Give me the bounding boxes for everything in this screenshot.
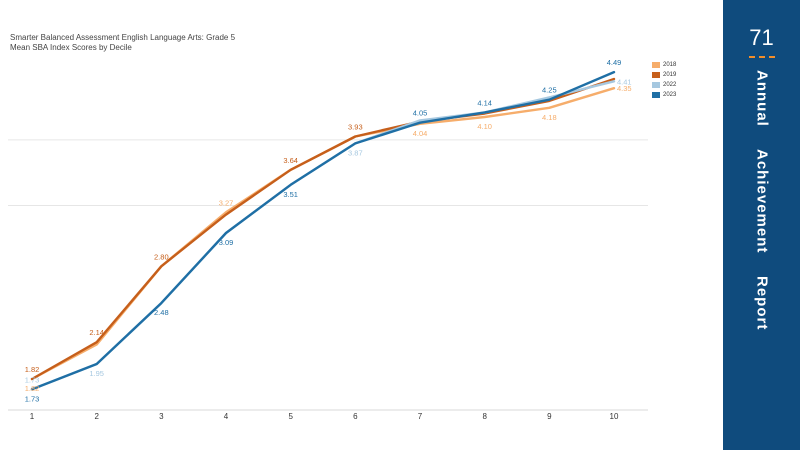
data-label: 4.49 — [607, 58, 622, 67]
legend-label: 2023 — [663, 92, 677, 98]
data-label: 3.87 — [348, 148, 363, 157]
data-label: 1.73 — [25, 394, 40, 403]
legend-item: 2023 — [652, 90, 676, 100]
x-tick-label: 6 — [353, 412, 358, 421]
legend-swatch — [652, 72, 660, 78]
data-label: 4.25 — [542, 86, 557, 95]
legend-label: 2018 — [663, 62, 677, 68]
x-tick-label: 4 — [224, 412, 229, 421]
data-label: 1.82 — [25, 384, 40, 393]
report-title-word: Report — [753, 275, 771, 330]
data-label: 4.18 — [542, 113, 557, 122]
data-label: 4.05 — [413, 109, 428, 118]
x-tick-label: 7 — [418, 412, 423, 421]
data-label: 1.73 — [25, 375, 40, 384]
x-tick-label: 10 — [610, 412, 619, 421]
data-label: 3.27 — [219, 198, 234, 207]
data-label: 3.09 — [219, 238, 234, 247]
legend-swatch — [652, 62, 660, 68]
series-line — [30, 77, 616, 381]
chart-title: Smarter Balanced Assessment English Lang… — [10, 33, 236, 42]
data-label: 3.93 — [348, 122, 363, 131]
chart-title-block: Smarter Balanced Assessment English Lang… — [10, 33, 235, 53]
legend-item: 2018 — [652, 60, 676, 70]
report-title-word: Achievement — [753, 149, 771, 254]
data-label: 3.64 — [283, 156, 298, 165]
x-tick-label: 3 — [159, 412, 164, 421]
side-panel: 71 Annual Achievement Report — [723, 0, 800, 450]
x-tick-label: 5 — [288, 412, 293, 421]
legend-swatch — [652, 82, 660, 88]
data-label: 4.41 — [617, 77, 632, 86]
data-label: 1.95 — [89, 369, 104, 378]
data-label: 4.14 — [477, 98, 492, 107]
chart-subtitle: Mean SBA Index Scores by Decile — [10, 43, 132, 52]
data-label: 4.35 — [617, 84, 632, 93]
data-label: 4.10 — [477, 122, 492, 131]
report-title-word: Annual — [753, 70, 771, 127]
legend-label: 2019 — [663, 72, 677, 78]
page-number: 71 — [749, 25, 774, 50]
line-chart: 1 2 3 4 5 6 7 8 9 101.821.821.731.732.141.952.802… — [8, 58, 648, 421]
x-tick-label: 2 — [94, 412, 99, 421]
data-label: 2.14 — [89, 328, 104, 337]
chart-legend: 2018 2019 2022 2023 — [652, 60, 676, 100]
series-line — [30, 70, 616, 391]
legend-item: 2019 — [652, 70, 676, 80]
data-label: 4.04 — [413, 129, 428, 138]
legend-item: 2022 — [652, 80, 676, 90]
legend-label: 2022 — [663, 82, 677, 88]
data-label: 1.82 — [25, 365, 40, 374]
series-line — [30, 86, 616, 381]
x-tick-label: 1 — [30, 412, 35, 421]
data-label: 2.48 — [154, 308, 169, 317]
data-label: 2.80 — [154, 252, 169, 261]
report-title: Annual Achievement Report — [749, 70, 775, 330]
x-tick-label: 8 — [482, 412, 487, 421]
legend-swatch — [652, 92, 660, 98]
data-label: 3.51 — [283, 190, 298, 199]
page-number-rule — [749, 56, 775, 58]
x-tick-label: 9 — [547, 412, 552, 421]
